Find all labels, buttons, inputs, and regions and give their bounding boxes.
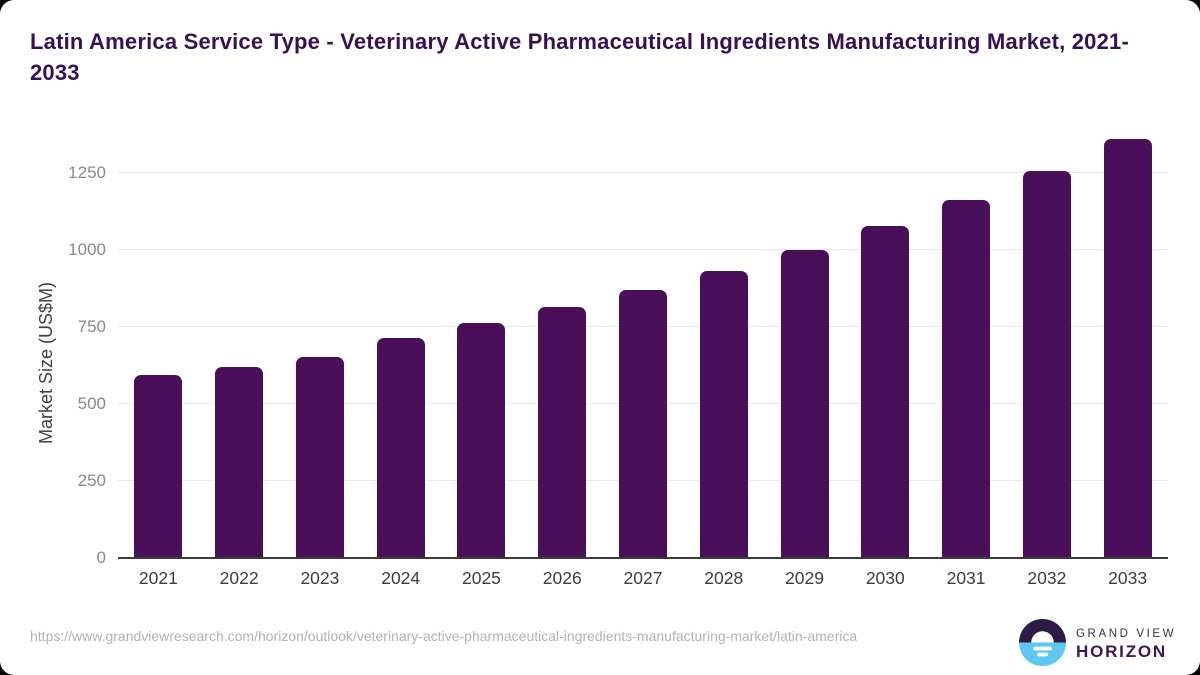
gridline-1000 [118, 249, 1168, 250]
x-axis-line [118, 557, 1168, 559]
x-tick-label-2033: 2033 [1108, 568, 1148, 588]
x-tick-label-2024: 2024 [381, 568, 421, 588]
bar-2030 [861, 225, 910, 557]
x-tick-label-2025: 2025 [461, 568, 501, 588]
chart-title: Latin America Service Type - Veterinary … [30, 29, 1130, 85]
bar-2027 [619, 289, 667, 557]
plot-area [118, 120, 1168, 559]
brand-logo-text: GRAND VIEW HORIZON [1076, 628, 1176, 662]
brand-name-bottom: HORIZON [1076, 642, 1167, 661]
bar-2021 [134, 375, 183, 557]
source-url: https://www.grandviewresearch.com/horizo… [30, 628, 858, 644]
x-tick-label-2029: 2029 [785, 568, 824, 588]
x-tick-label-2032: 2032 [1027, 568, 1067, 588]
y-tick-label-250: 250 [77, 471, 106, 490]
x-tick-label-2030: 2030 [865, 568, 905, 588]
bar-2033 [1103, 138, 1152, 557]
y-tick-label-0: 0 [96, 548, 106, 567]
x-tick-label-2028: 2028 [704, 568, 744, 588]
bar-2032 [1022, 170, 1071, 557]
bar-2026 [538, 306, 587, 557]
bar-2025 [457, 322, 506, 557]
gridline-1250 [118, 172, 1168, 173]
y-tick-label-1000: 1000 [68, 240, 106, 259]
x-tick-label-2021: 2021 [138, 568, 178, 588]
y-tick-label-1250: 1250 [68, 163, 106, 182]
bar-2022 [215, 367, 264, 557]
x-tick-label-2026: 2026 [542, 568, 582, 588]
y-tick-label-750: 750 [77, 317, 106, 336]
bar-2029 [780, 249, 829, 557]
x-tick-label-2023: 2023 [300, 568, 340, 588]
y-tick-label-500: 500 [77, 394, 106, 413]
x-tick-label-2022: 2022 [219, 568, 259, 588]
brand-name-top: GRAND VIEW [1076, 628, 1177, 640]
bar-2023 [295, 357, 344, 557]
x-tick-label-2027: 2027 [623, 568, 663, 588]
bar-2024 [376, 338, 425, 557]
bar-2031 [942, 199, 991, 557]
x-tick-label-2031: 2031 [946, 568, 986, 588]
grand-view-horizon-logo-icon [1019, 619, 1066, 671]
brand-logo: GRAND VIEW HORIZON [1019, 619, 1176, 671]
bar-2028 [699, 270, 748, 557]
